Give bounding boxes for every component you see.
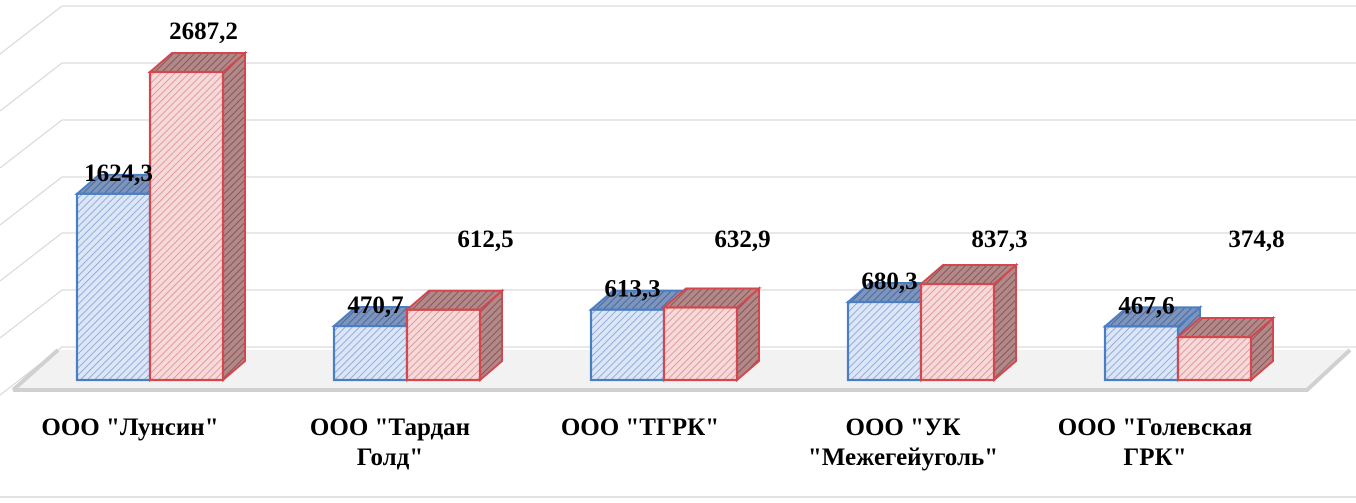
bar-front <box>846 300 923 382</box>
bar-front <box>662 306 739 382</box>
gridlines <box>0 5 1356 396</box>
gridline-diagonal <box>0 119 63 169</box>
data-label: 1624,3 <box>84 160 153 187</box>
floor-side-edge <box>11 348 60 392</box>
bar-2-3 <box>661 286 762 383</box>
bar-side <box>222 50 246 383</box>
gridline-diagonal <box>0 289 63 339</box>
bar-front <box>332 324 409 382</box>
category-label: ООО "УК "Межегейуголь" <box>808 414 998 471</box>
data-label: 467,6 <box>1118 292 1174 319</box>
bar-front <box>405 308 482 382</box>
data-label: 613,3 <box>604 276 660 303</box>
data-label: 680,3 <box>861 268 917 295</box>
bar-2-1 <box>147 50 248 383</box>
bar-front <box>1176 335 1253 382</box>
data-labels: 1624,3 2687,2 470,7 612,5 613,3 632,9 680,3 837… <box>84 18 1285 319</box>
bar-front <box>589 308 666 382</box>
gridline-diagonal <box>0 5 63 55</box>
bar-front <box>148 70 225 382</box>
bar-2-4 <box>918 262 1019 383</box>
data-label: 837,3 <box>971 226 1027 253</box>
data-label: 2687,2 <box>169 18 238 45</box>
data-label: 470,7 <box>347 292 403 319</box>
gridline-diagonal <box>0 232 63 282</box>
bars <box>74 50 1276 383</box>
bar-2-5 <box>1175 315 1276 383</box>
floor-edge <box>13 348 1352 392</box>
category-label: ООО "Лунсин" <box>41 414 218 441</box>
category-label: ООО "Тардан Голд" <box>310 414 470 471</box>
bar-front <box>75 192 152 382</box>
bar-front <box>919 282 996 382</box>
category-label: ООО "Голевская ГРК" <box>1058 414 1252 471</box>
gridline-diagonal <box>0 62 63 112</box>
data-label: 612,5 <box>457 226 513 253</box>
category-labels: ООО "Лунсин" ООО "Тардан Голд" ООО "ТГРК" ОО… <box>41 414 1252 471</box>
data-label: 632,9 <box>714 226 770 253</box>
bar-2-2 <box>404 288 505 383</box>
category-label: ООО "ТГРК" <box>561 414 719 441</box>
gridline-diagonal <box>0 176 63 226</box>
data-label: 374,8 <box>1228 226 1284 253</box>
bar-front <box>1103 325 1180 382</box>
